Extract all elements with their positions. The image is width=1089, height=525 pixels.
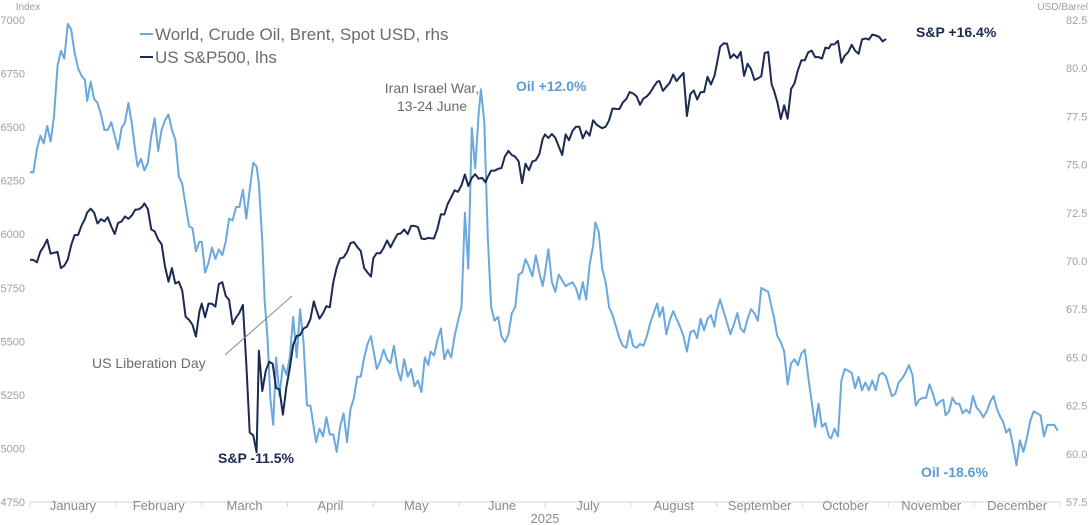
month-label: June: [488, 498, 516, 513]
month-label: September: [728, 498, 792, 513]
month-label: April: [317, 498, 343, 513]
annotation-iran-dates: 13-24 June: [397, 98, 467, 114]
legend: World, Crude Oil, Brent, Spot USD, rhs U…: [140, 25, 449, 67]
month-label: January: [50, 498, 97, 513]
left-tick-label: 4750: [1, 497, 25, 509]
left-tick-label: 6500: [1, 122, 25, 134]
month-label: October: [822, 498, 869, 513]
x-axis-title: 2025: [531, 511, 560, 525]
right-tick-label: 62.5: [1066, 401, 1087, 413]
right-tick-label: 72.5: [1066, 208, 1087, 220]
right-tick-label: 67.5: [1066, 304, 1087, 316]
right-axis-unit: USD/Barrel: [1037, 2, 1088, 13]
month-label: February: [133, 498, 186, 513]
left-tick-label: 6250: [1, 176, 25, 188]
month-label: March: [227, 498, 263, 513]
right-tick-label: 57.5: [1066, 497, 1087, 509]
right-tick-label: 77.5: [1066, 111, 1087, 123]
right-tick-label: 65.0: [1066, 352, 1087, 364]
right-tick-label: 60.0: [1066, 449, 1087, 461]
label-sp-ytd: S&P +16.4%: [916, 24, 997, 40]
left-axis-ticks: 4750 5000 5250 5500 5750 6000 6250 6500 6750 7000: [1, 15, 25, 509]
series-line-sp500: [29, 33, 887, 454]
left-tick-label: 5500: [1, 336, 25, 348]
month-label: August: [654, 498, 695, 513]
legend-label-sp500: US S&P500, lhs: [155, 48, 277, 67]
right-tick-label: 75.0: [1066, 160, 1087, 172]
month-label: July: [576, 498, 600, 513]
month-label: May: [404, 498, 429, 513]
annotation-iran-israel-war: Iran Israel War,: [385, 80, 479, 96]
month-labels: January February March April May June July Augu…: [50, 498, 1048, 513]
label-oil-spike: Oil +12.0%: [516, 78, 587, 94]
annotation-liberation-pointer: [224, 295, 293, 356]
left-tick-label: 6000: [1, 229, 25, 241]
series-line-brent-oil: [30, 22, 1059, 467]
month-label: December: [987, 498, 1048, 513]
left-tick-label: 5000: [1, 443, 25, 455]
right-axis-ticks: 57.5 60.0 62.5 65.0 67.5 70.0 72.5 75.0 77.5 80.0…: [1066, 15, 1087, 509]
left-tick-label: 7000: [1, 15, 25, 27]
left-tick-label: 5250: [1, 390, 25, 402]
label-sp-drawdown: S&P -11.5%: [218, 450, 295, 466]
left-tick-label: 5750: [1, 283, 25, 295]
legend-label-oil: World, Crude Oil, Brent, Spot USD, rhs: [155, 25, 449, 44]
label-oil-ytd: Oil -18.6%: [921, 464, 988, 480]
right-tick-label: 82.5: [1066, 15, 1087, 27]
x-axis-ticks: [29, 502, 1061, 507]
right-tick-label: 80.0: [1066, 63, 1087, 75]
annotation-liberation-day: US Liberation Day: [92, 355, 206, 371]
left-tick-label: 6750: [1, 69, 25, 81]
left-axis-unit: Index: [16, 2, 40, 13]
right-tick-label: 70.0: [1066, 256, 1087, 268]
month-label: November: [901, 498, 962, 513]
